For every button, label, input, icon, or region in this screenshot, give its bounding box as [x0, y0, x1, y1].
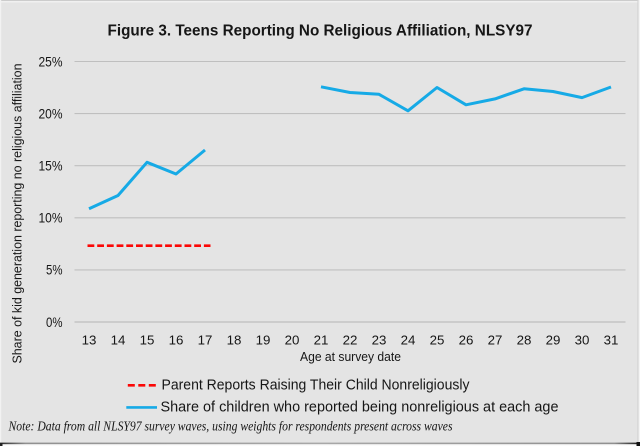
svg-text:15%: 15%: [39, 158, 63, 174]
svg-text:25: 25: [430, 332, 445, 347]
svg-text:Parent Reports Raising Their C: Parent Reports Raising Their Child Nonre…: [162, 376, 470, 393]
svg-text:27: 27: [488, 332, 503, 347]
svg-text:Note: Data from all NLSY97 sur: Note: Data from all NLSY97 survey waves,…: [8, 419, 453, 434]
svg-text:14: 14: [111, 332, 126, 347]
svg-text:17: 17: [198, 332, 213, 347]
svg-text:Figure 3. Teens Reporting No R: Figure 3. Teens Reporting No Religious A…: [108, 23, 533, 40]
svg-text:16: 16: [169, 332, 184, 347]
svg-text:23: 23: [372, 332, 387, 347]
svg-text:20%: 20%: [39, 105, 63, 121]
svg-text:19: 19: [256, 332, 271, 347]
svg-text:Age at survey date: Age at survey date: [300, 349, 401, 364]
svg-text:22: 22: [343, 332, 358, 347]
svg-text:15: 15: [140, 332, 155, 347]
svg-text:18: 18: [227, 332, 242, 347]
svg-text:21: 21: [314, 332, 329, 347]
svg-text:0%: 0%: [46, 314, 63, 330]
svg-text:20: 20: [285, 332, 300, 347]
svg-text:13: 13: [82, 332, 97, 347]
svg-text:30: 30: [575, 332, 590, 347]
svg-text:25%: 25%: [39, 53, 63, 69]
svg-text:10%: 10%: [39, 210, 63, 226]
svg-text:31: 31: [604, 332, 619, 347]
svg-text:5%: 5%: [46, 262, 63, 278]
svg-text:28: 28: [517, 332, 532, 347]
svg-text:24: 24: [401, 332, 416, 347]
svg-text:29: 29: [546, 332, 561, 347]
svg-text:Share of children who reported: Share of children who reported being non…: [161, 399, 559, 416]
svg-text:Share of kid generation report: Share of kid generation reporting no rel…: [9, 64, 24, 364]
svg-text:26: 26: [459, 332, 474, 347]
